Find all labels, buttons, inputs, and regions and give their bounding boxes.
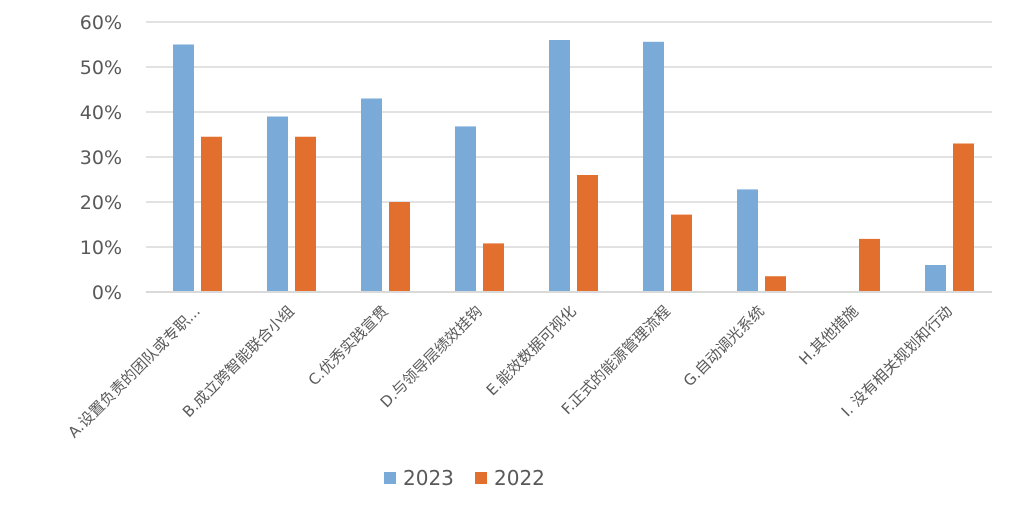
bar-2023-3 <box>455 126 476 293</box>
y-axis-ticks: 0% 10% 20% 30% 40% 50% 60% <box>80 12 122 304</box>
bar-2023-5 <box>643 41 664 292</box>
y-tick-label: 30% <box>80 147 122 169</box>
bar-2022-8 <box>953 143 974 292</box>
legend-label: 2022 <box>494 466 545 490</box>
bar-2022-6 <box>765 276 786 292</box>
bar-2023-8 <box>925 265 946 292</box>
category-label: C.优秀实践宣贯 <box>305 302 392 389</box>
y-tick-label: 20% <box>80 192 122 214</box>
bar-2022-0 <box>201 136 222 292</box>
bar-2022-3 <box>483 243 504 292</box>
bar-2022-1 <box>295 136 316 292</box>
y-tick-label: 0% <box>92 282 122 304</box>
bar-2023-2 <box>361 98 382 292</box>
bar-2023-6 <box>737 189 758 292</box>
bar-2023-4 <box>549 40 570 292</box>
category-label: E.能效数据可视化 <box>483 302 580 399</box>
bar-2023-1 <box>267 116 288 292</box>
category-label: D.与领导层绩效挂钩 <box>377 302 486 411</box>
y-tick-label: 50% <box>80 57 122 79</box>
category-label: A.设置负责的团队或专职... <box>64 302 203 441</box>
category-label: F.正式的能源管理流程 <box>558 302 674 418</box>
legend: 2023 2022 <box>384 466 545 490</box>
bar-2022-4 <box>577 175 598 292</box>
y-tick-label: 60% <box>80 12 122 34</box>
legend-label: 2023 <box>403 466 454 490</box>
legend-swatch-2023 <box>384 472 396 484</box>
y-tick-label: 10% <box>80 237 122 259</box>
category-label: G.自动调光系统 <box>680 302 768 390</box>
y-tick-label: 40% <box>80 102 122 124</box>
x-axis-category-labels: A.设置负责的团队或专职...B.成立跨智能联合小组 C.优秀实践宣贯D.与领导层… <box>64 302 955 441</box>
bar-2023-0 <box>173 44 194 292</box>
category-label: H.其他措施 <box>796 302 862 368</box>
bar-2022-2 <box>389 202 410 292</box>
bar-2022-5 <box>671 214 692 292</box>
bar-2022-7 <box>859 238 880 292</box>
bars <box>173 40 974 293</box>
legend-swatch-2022 <box>475 472 487 484</box>
